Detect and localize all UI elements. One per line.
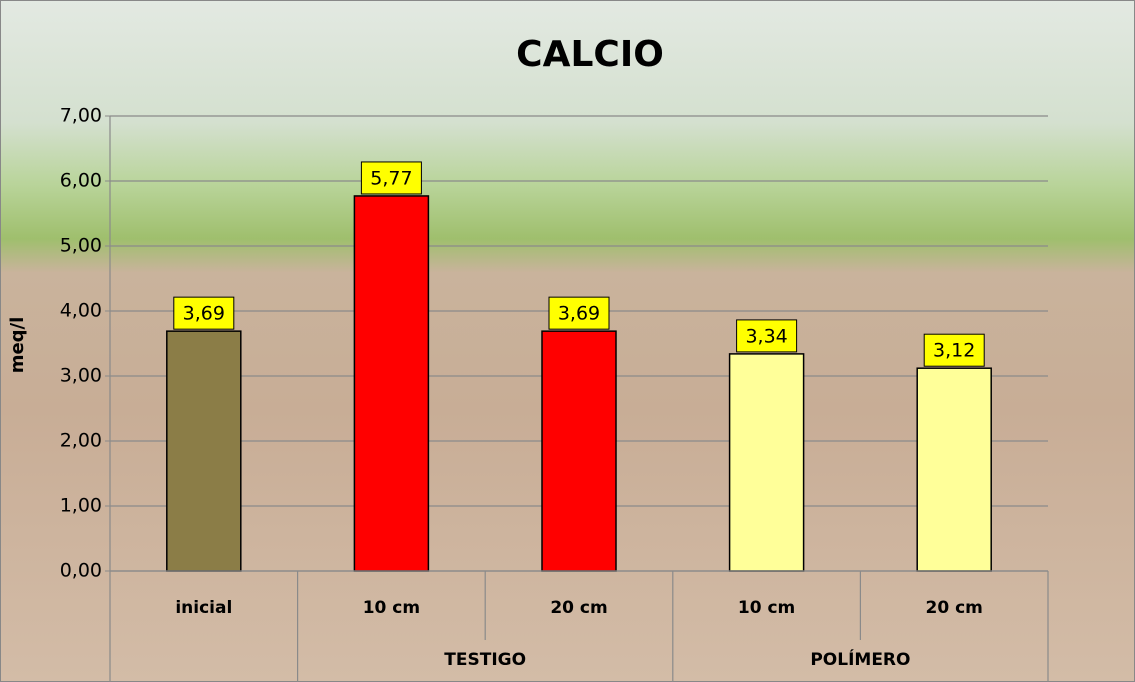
bar [730, 354, 804, 571]
group-label: POLÍMERO [810, 648, 910, 670]
y-tick-label: 3,00 [60, 365, 102, 387]
value-label: 3,69 [183, 303, 225, 325]
y-tick-label: 1,00 [60, 495, 102, 517]
bar [917, 368, 991, 571]
y-tick-label: 6,00 [60, 170, 102, 192]
bar [167, 331, 241, 571]
y-tick-label: 5,00 [60, 235, 102, 257]
x-tick-label: 10 cm [738, 598, 795, 618]
y-tick-label: 4,00 [60, 300, 102, 322]
y-tick-label: 0,00 [60, 560, 102, 582]
x-tick-label: 10 cm [363, 598, 420, 618]
value-label: 3,34 [745, 325, 787, 347]
chart: CALCIO meq/l 0,00 1,00 2,00 3,00 4,00 5,00 6,0… [0, 0, 1135, 682]
bar [354, 196, 428, 571]
chart-title: CALCIO [516, 34, 664, 75]
value-label: 3,69 [558, 303, 600, 325]
y-tick-label: 2,00 [60, 430, 102, 452]
x-tick-label: 20 cm [550, 598, 607, 618]
group-label: TESTIGO [444, 650, 526, 670]
bar [542, 331, 616, 571]
value-label: 5,77 [370, 167, 412, 189]
value-label: 3,12 [933, 340, 975, 362]
y-axis-label: meq/l [7, 317, 28, 374]
x-tick-label: inicial [175, 598, 232, 618]
x-tick-label: 20 cm [926, 598, 983, 618]
y-tick-label: 7,00 [60, 105, 102, 127]
